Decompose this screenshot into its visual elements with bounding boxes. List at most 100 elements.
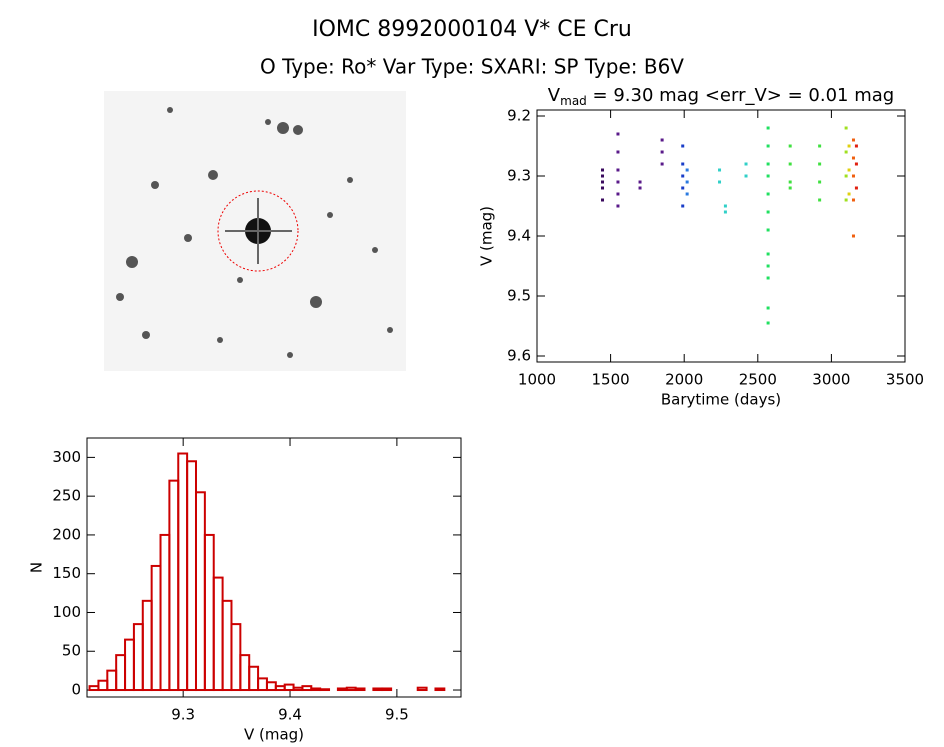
point — [851, 234, 855, 238]
point — [766, 306, 770, 310]
point — [718, 180, 722, 184]
chart-title: Vmad = 9.30 mag <err_V> = 0.01 mag — [548, 85, 894, 108]
point — [788, 186, 792, 190]
point — [685, 168, 689, 172]
point — [601, 168, 605, 172]
bar — [124, 638, 135, 692]
point — [660, 162, 664, 166]
plot-frame — [536, 109, 906, 363]
point — [601, 198, 605, 202]
x-axis-label: Barytime (days) — [661, 391, 781, 409]
point — [681, 144, 685, 148]
bar — [132, 623, 144, 692]
point — [766, 174, 770, 178]
x-tick-label: 1000 — [518, 371, 556, 389]
point — [766, 162, 770, 166]
x-axis-label: V (mag) — [244, 726, 304, 744]
y-tick-label: 50 — [62, 642, 81, 660]
bar — [248, 665, 260, 692]
bar — [141, 599, 153, 692]
point — [616, 132, 620, 136]
bar — [292, 686, 304, 692]
point — [844, 198, 848, 202]
point — [788, 144, 792, 148]
point — [766, 264, 770, 268]
point — [844, 150, 848, 154]
y-axis-label: V (mag) — [478, 206, 496, 266]
point — [766, 192, 770, 196]
point — [660, 150, 664, 154]
subtitle: O Type: Ro* Var Type: SXARI: SP Type: B6… — [260, 55, 684, 79]
y-tick-label: 0 — [71, 681, 81, 699]
bar — [434, 687, 446, 692]
title: IOMC 8992000104 V* CE Cru — [312, 17, 632, 42]
point — [660, 138, 664, 142]
stars — [116, 107, 393, 358]
point — [851, 198, 855, 202]
title-main: V — [548, 85, 561, 106]
point — [718, 168, 722, 172]
point — [601, 186, 605, 190]
bar — [310, 687, 322, 692]
y-tick-label: 9.6 — [507, 347, 531, 365]
y-tick-label: 300 — [52, 448, 81, 466]
y-tick-label: 100 — [52, 603, 81, 621]
bar — [274, 685, 286, 692]
y-tick-label: 150 — [52, 564, 81, 582]
bar — [106, 669, 118, 692]
bar — [221, 599, 233, 692]
point — [638, 180, 642, 184]
bar — [194, 491, 206, 692]
aperture — [217, 190, 299, 272]
point — [844, 126, 848, 130]
point — [766, 126, 770, 130]
point — [818, 180, 822, 184]
bar — [203, 533, 215, 692]
point — [744, 174, 748, 178]
bar — [212, 576, 224, 692]
point — [616, 180, 620, 184]
point — [601, 174, 605, 178]
x-tick-label: 9.5 — [385, 706, 409, 724]
x-tick-label: 2500 — [739, 371, 777, 389]
point — [854, 144, 858, 148]
point — [854, 162, 858, 166]
bar — [159, 533, 171, 692]
bar — [265, 681, 277, 692]
bar — [372, 687, 384, 692]
bar — [283, 683, 295, 692]
title-sub: mad — [560, 94, 587, 108]
x-tick-label: 3000 — [812, 371, 850, 389]
point — [851, 174, 855, 178]
bar — [239, 654, 251, 692]
bar — [319, 688, 331, 692]
plot-frame — [86, 437, 462, 698]
point — [681, 162, 685, 166]
bar — [301, 685, 313, 692]
point — [681, 204, 685, 208]
bar — [354, 687, 366, 692]
point — [766, 321, 770, 325]
bar — [230, 623, 242, 692]
y-tick-label: 9.5 — [507, 287, 531, 305]
point — [616, 168, 620, 172]
point — [616, 204, 620, 208]
bar — [168, 479, 180, 692]
point — [616, 150, 620, 154]
point — [601, 180, 605, 184]
bar — [97, 679, 109, 692]
point — [685, 180, 689, 184]
point — [766, 228, 770, 232]
point — [788, 162, 792, 166]
x-tick-label: 1500 — [592, 371, 630, 389]
point — [818, 162, 822, 166]
sky-image — [104, 91, 406, 371]
bar — [416, 686, 428, 692]
bar — [177, 452, 189, 692]
point — [851, 138, 855, 142]
point — [681, 174, 685, 178]
y-tick-label: 9.4 — [507, 227, 531, 245]
point — [851, 156, 855, 160]
y-tick-label: 200 — [52, 525, 81, 543]
